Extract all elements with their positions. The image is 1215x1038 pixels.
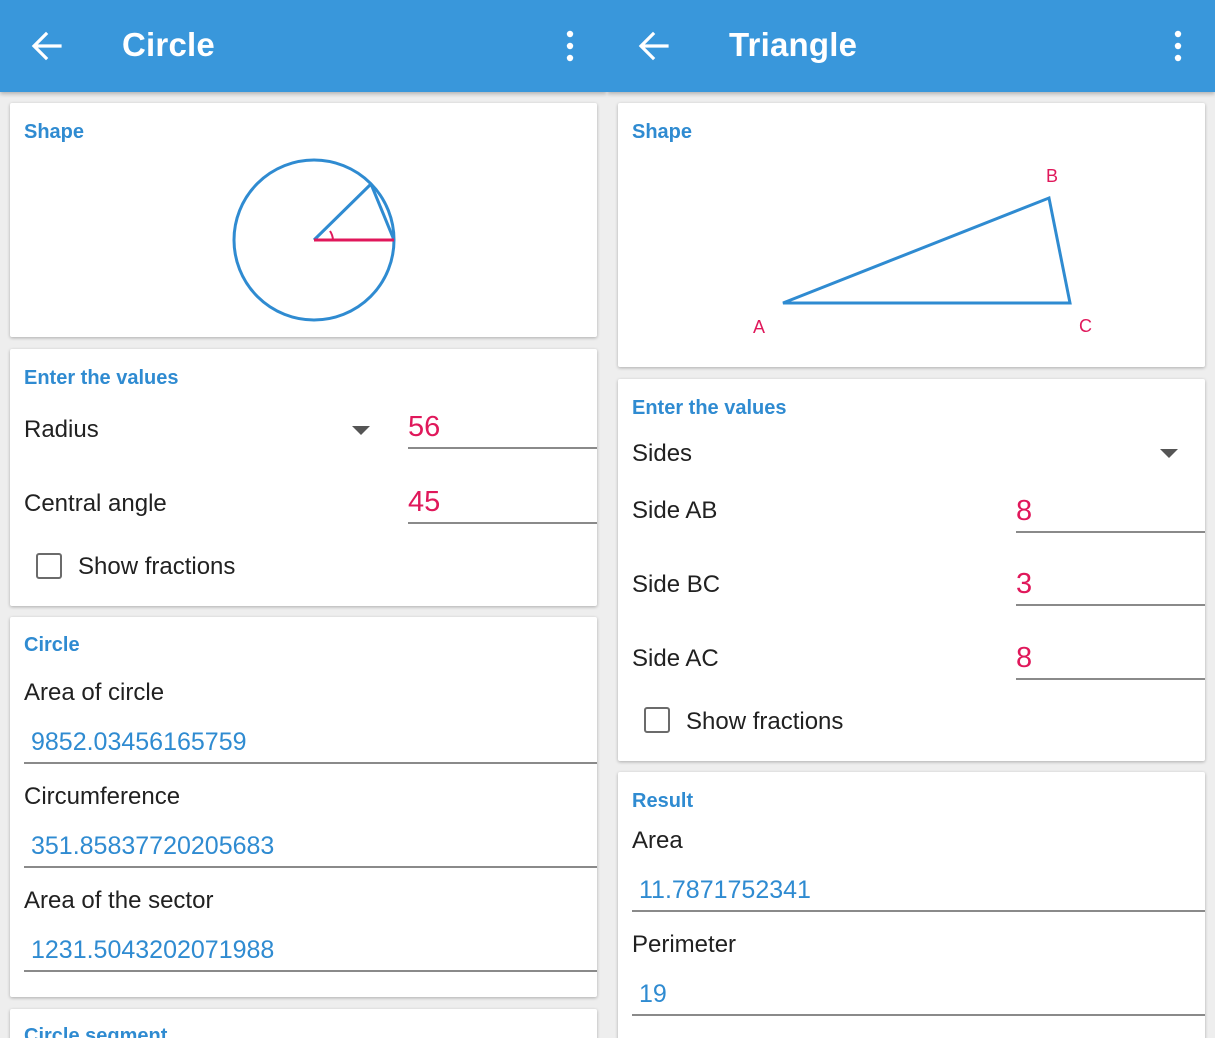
show-fractions-label[interactable]: Show fractions	[78, 553, 236, 580]
result-value[interactable]: 351.85837720205683	[24, 824, 597, 868]
input-card: Enter the values Sides Side AB 8 Side BC…	[618, 379, 1205, 761]
shape-card-title: Shape	[24, 121, 85, 143]
triangle-diagram: A B C	[753, 166, 1092, 337]
result-label: Area of the sector	[24, 887, 214, 914]
radius-input[interactable]: 56	[408, 407, 597, 449]
vertex-label-a: A	[753, 317, 765, 337]
vertex-label-b: B	[1046, 166, 1058, 186]
app-bar: Circle	[0, 0, 607, 92]
circle-diagram	[232, 158, 396, 322]
input-card-title: Enter the values	[632, 397, 787, 419]
side-ac-label: Side AC	[632, 645, 719, 672]
circle-segment-title: Circle segment	[24, 1025, 168, 1038]
result-label: Circumference	[24, 783, 181, 810]
result-value[interactable]: 19	[632, 972, 1205, 1016]
result-label: Perimeter	[632, 931, 737, 958]
page-title: Circle	[122, 26, 215, 63]
input-card-title: Enter the values	[24, 367, 179, 389]
results-card: Circle Area of circle 9852.03456165759 C…	[10, 617, 597, 997]
results-card-title: Circle	[24, 634, 80, 656]
arrow-left-icon[interactable]	[637, 29, 671, 63]
side-bc-label: Side BC	[632, 571, 721, 598]
more-vert-icon[interactable]	[1163, 30, 1193, 62]
side-bc-input[interactable]: 3	[1016, 564, 1205, 606]
results-card: Result Area 11.7871752341 Perimeter 19	[618, 772, 1205, 1038]
circle-screen: Circle Shape Enter the values Radius 56 …	[0, 0, 607, 1038]
result-value[interactable]: 11.7871752341	[632, 868, 1205, 912]
circle-segment-card: Circle segment	[10, 1009, 597, 1038]
result-value[interactable]: 9852.03456165759	[24, 720, 597, 764]
side-ac-input[interactable]: 8	[1016, 638, 1205, 680]
input-card: Enter the values Radius 56 Central angle…	[10, 349, 597, 606]
central-angle-input[interactable]: 45	[408, 482, 597, 524]
value-type-select[interactable]: Sides	[632, 440, 693, 467]
shape-card-title: Shape	[632, 121, 693, 143]
shape-card: Shape A B C	[618, 103, 1205, 367]
app-bar: Triangle	[607, 0, 1215, 92]
result-value[interactable]: 1231.5043202071988	[24, 928, 597, 972]
page-title: Triangle	[729, 26, 858, 63]
caret-down-icon[interactable]	[352, 426, 370, 435]
show-fractions-checkbox[interactable]	[644, 707, 670, 733]
value-type-select[interactable]: Radius	[24, 416, 99, 443]
vertex-label-c: C	[1079, 316, 1092, 336]
results-card-title: Result	[632, 790, 694, 812]
triangle-screen: Triangle Shape A B C Enter the values Si…	[607, 0, 1215, 1038]
result-label: Area	[632, 827, 683, 854]
shape-card: Shape	[10, 103, 597, 337]
central-angle-label: Central angle	[24, 490, 167, 517]
arrow-left-icon[interactable]	[30, 29, 64, 63]
more-vert-icon[interactable]	[555, 30, 585, 62]
show-fractions-checkbox[interactable]	[36, 553, 62, 579]
result-label: Area of circle	[24, 679, 165, 706]
show-fractions-label[interactable]: Show fractions	[686, 708, 844, 735]
side-ab-input[interactable]: 8	[1016, 491, 1205, 533]
side-ab-label: Side AB	[632, 497, 718, 524]
caret-down-icon[interactable]	[1160, 449, 1178, 458]
